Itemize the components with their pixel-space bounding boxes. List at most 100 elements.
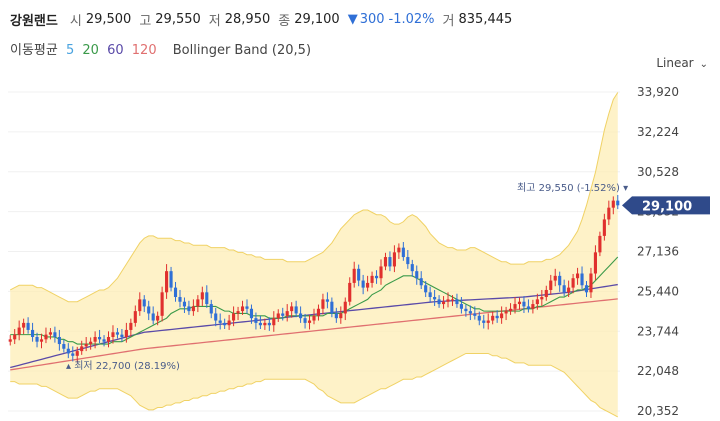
candle-body	[500, 313, 504, 319]
candle-body	[397, 247, 401, 253]
candle-body	[321, 299, 325, 309]
candle-body	[80, 346, 84, 352]
candle-body	[486, 320, 490, 323]
candle-body	[156, 315, 160, 321]
candle-body	[526, 306, 530, 309]
candle-body	[589, 273, 593, 293]
ma-120-label[interactable]: 120	[131, 43, 157, 58]
y-tick-label: 27,136	[637, 245, 679, 259]
candle-body	[598, 235, 602, 253]
candle-body	[361, 280, 365, 288]
candle-body	[191, 306, 195, 312]
candle-body	[263, 322, 267, 326]
ma-20-label[interactable]: 20	[82, 43, 99, 58]
candle-body	[272, 318, 276, 326]
change-down-icon: ▼	[347, 11, 358, 27]
candle-body	[495, 315, 499, 319]
candle-body	[562, 285, 566, 293]
candle-body	[31, 329, 35, 337]
candle-body	[138, 299, 142, 312]
bollinger-band-label[interactable]: Bollinger Band (20,5)	[172, 43, 312, 58]
y-axis: 33,92032,22430,52828,83227,13625,44023,7…	[637, 85, 679, 418]
candles	[8, 194, 620, 363]
candle-body	[473, 313, 477, 316]
candle-body	[343, 301, 347, 314]
scale-selector[interactable]: Linear ⌄	[656, 56, 708, 70]
current-price-badge	[622, 196, 710, 215]
candle-body	[508, 308, 513, 312]
candle-body	[245, 306, 249, 309]
y-tick-label: 22,048	[637, 364, 679, 378]
candle-body	[22, 322, 26, 328]
candle-body	[307, 320, 312, 323]
candle-body	[553, 275, 557, 281]
candle-body	[388, 257, 392, 267]
candle-body	[374, 275, 379, 279]
candle-body	[428, 292, 432, 298]
indicator-legend: 이동평균 5 20 60 120 Bollinger Band (20,5)	[10, 39, 315, 58]
high-value: 29,550	[155, 11, 201, 27]
candle-body	[415, 271, 419, 279]
volume-label: 거	[442, 13, 455, 29]
candle-body	[406, 257, 410, 265]
candle-body	[294, 306, 298, 314]
candle-body	[450, 299, 455, 301]
bollinger-lower-line	[10, 352, 618, 418]
low-label: 저	[208, 13, 221, 29]
stock-name[interactable]: 강원랜드	[10, 13, 58, 29]
candle-body	[357, 268, 361, 281]
candle-body	[129, 322, 133, 330]
candle-body	[218, 320, 222, 323]
candle-body	[53, 332, 57, 337]
ma-5-label[interactable]: 5	[65, 43, 75, 58]
candle-body	[236, 311, 240, 314]
candle-body	[482, 320, 486, 323]
candle-body	[281, 313, 285, 316]
candle-body	[580, 273, 584, 286]
y-tick-label: 20,352	[637, 404, 679, 418]
candle-body	[464, 308, 468, 312]
candle-body	[379, 266, 383, 279]
candle-body	[8, 339, 12, 342]
candle-body	[531, 304, 535, 309]
open-value: 29,500	[85, 11, 132, 27]
candle-body	[584, 285, 589, 293]
candle-body	[419, 278, 423, 286]
candle-body	[160, 292, 164, 316]
candle-body	[26, 322, 30, 330]
candle-body	[410, 264, 414, 272]
candle-body	[352, 268, 356, 283]
candle-body	[169, 271, 173, 288]
candle-body	[133, 311, 137, 323]
candle-body	[549, 280, 553, 290]
candle-body	[441, 301, 446, 305]
candle-body	[602, 219, 606, 236]
candle-body	[491, 315, 495, 321]
candle-body	[535, 299, 539, 305]
scale-label: Linear	[656, 56, 694, 70]
close-value: 29,100	[294, 11, 340, 27]
candle-body	[276, 313, 280, 319]
candle-body	[607, 207, 611, 220]
candle-body	[522, 301, 526, 307]
change-percent: -1.02%	[388, 11, 435, 27]
candle-body	[446, 299, 450, 302]
candle-body	[325, 299, 329, 302]
candle-body	[17, 327, 21, 335]
candle-body	[513, 304, 517, 309]
candle-body	[392, 252, 396, 267]
moving-average-label[interactable]: 이동평균	[10, 43, 58, 58]
ma-60-label[interactable]: 60	[107, 43, 124, 58]
candle-body	[124, 329, 128, 337]
candle-body	[299, 313, 303, 319]
candle-body	[544, 289, 548, 298]
candle-body	[558, 275, 562, 286]
price-summary-header: 강원랜드 시 29,500 고 29,550 저 28,950 종 29,100…	[10, 8, 520, 30]
candle-body	[593, 252, 597, 274]
candle-body	[339, 313, 343, 319]
candle-body	[433, 297, 437, 300]
candle-body	[89, 341, 93, 345]
candle-body	[44, 334, 48, 340]
candle-body	[13, 334, 17, 340]
